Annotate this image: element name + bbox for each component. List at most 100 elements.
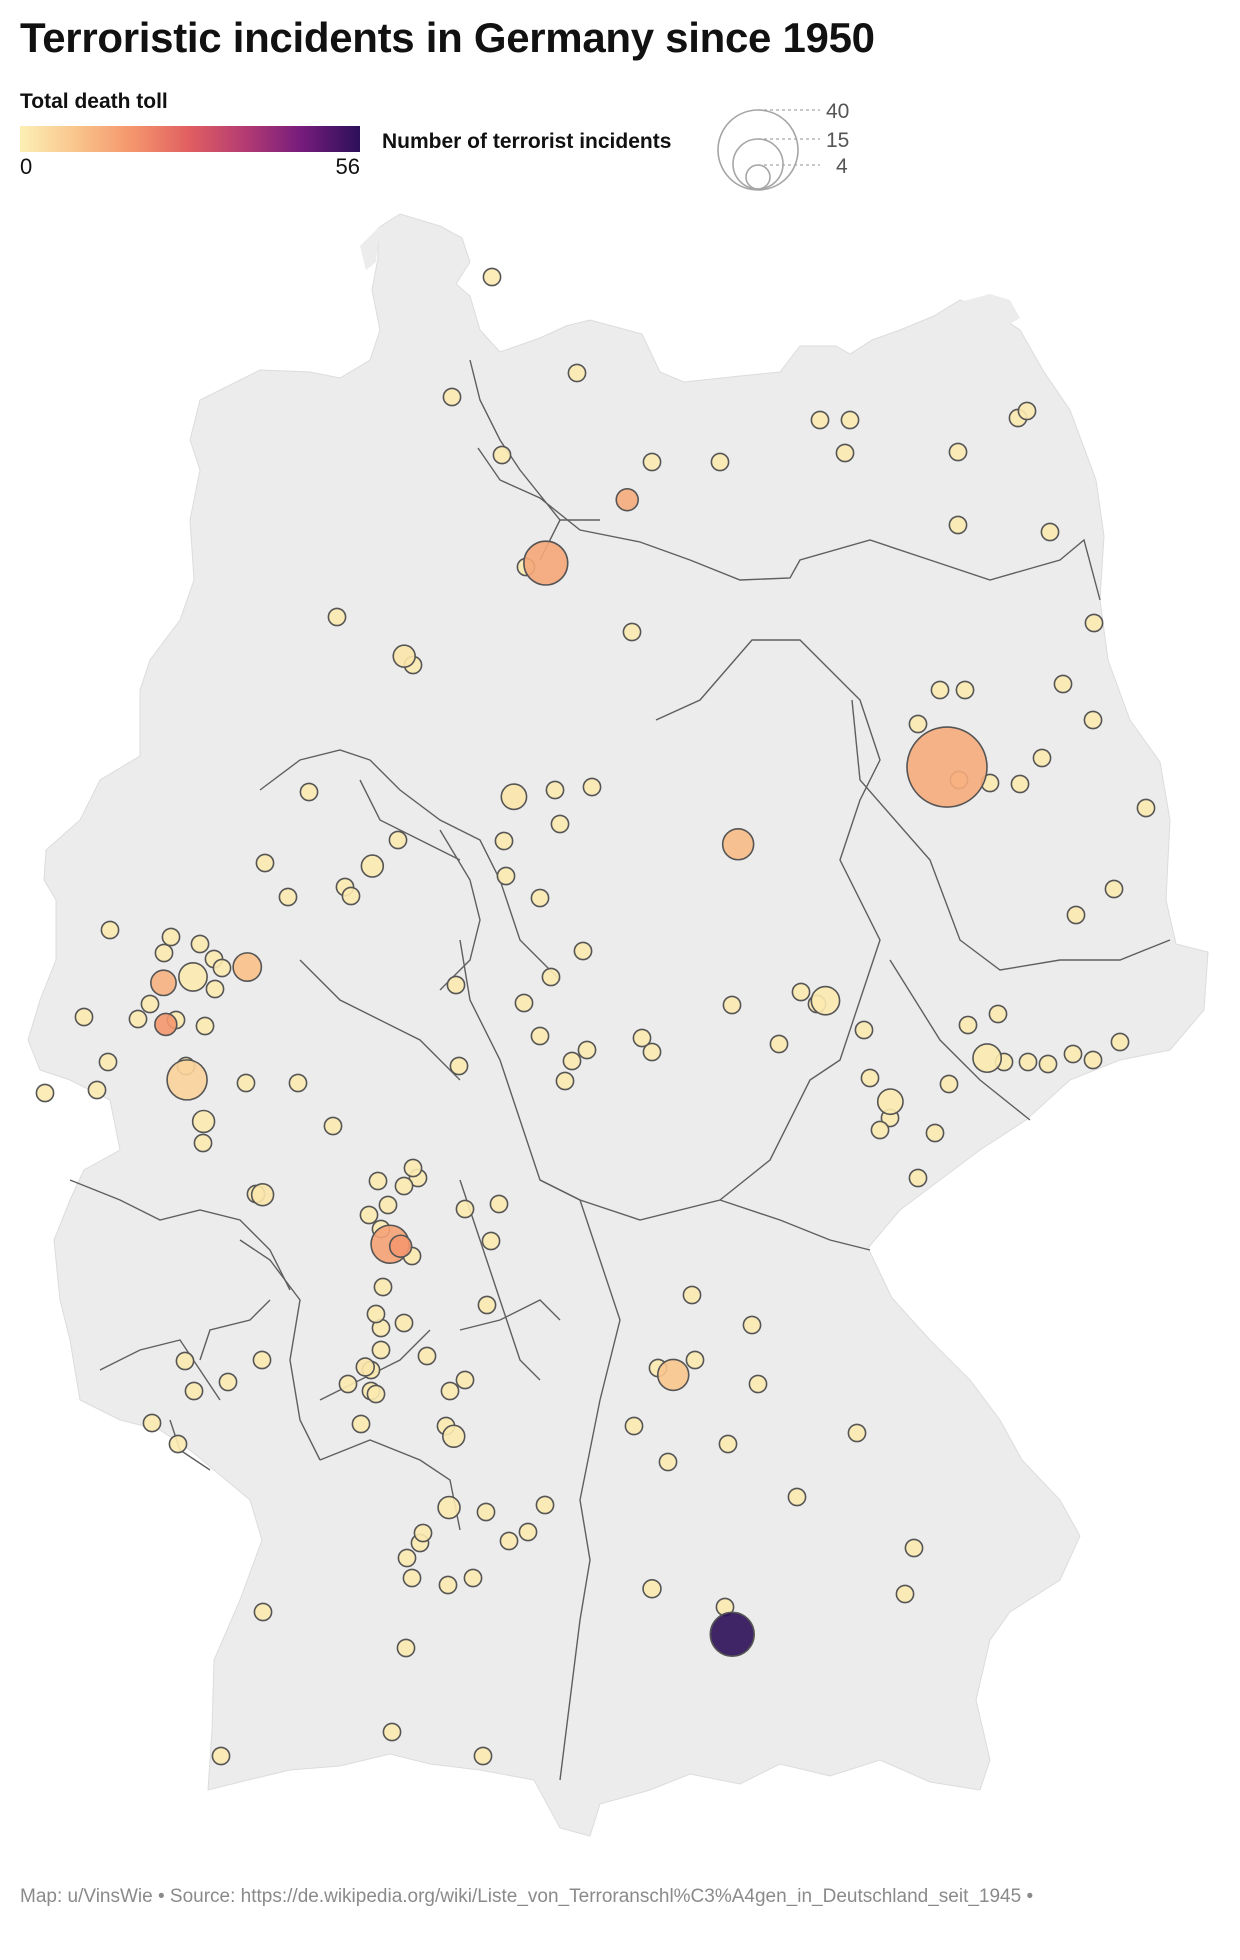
bubble-small [154, 943, 174, 963]
bubble-small [35, 1083, 55, 1103]
state-borders [69, 359, 1171, 1781]
bubble-small [482, 267, 502, 287]
bubble-small [530, 888, 550, 908]
bubble-small [791, 982, 811, 1002]
bubble-small [642, 452, 662, 472]
bubble-small [195, 1016, 215, 1036]
bubble-small [463, 1568, 483, 1588]
bubble-bremen [392, 644, 416, 668]
bubble-small [1032, 748, 1052, 768]
bubble-small [359, 1205, 379, 1225]
bubble-small [288, 1073, 308, 1093]
bubble-small [438, 1575, 458, 1595]
bubble-small [100, 920, 120, 940]
bubble-small [854, 1020, 874, 1040]
bubble-small [1110, 1032, 1130, 1052]
bubble-small [327, 607, 347, 627]
bubble-small [440, 1381, 460, 1401]
bubble-chemnitz [876, 1088, 904, 1116]
bubble-small [847, 1423, 867, 1443]
bubble-small [555, 1071, 575, 1091]
bubble-small [218, 1372, 238, 1392]
bubble-small [1010, 774, 1030, 794]
bubble-small [562, 1051, 582, 1071]
bubble-small [685, 1350, 705, 1370]
bubble-small [622, 622, 642, 642]
bubble-small [930, 680, 950, 700]
bubble-stuttgart [437, 1495, 461, 1520]
bubble-small [958, 1015, 978, 1035]
bubble-small [128, 1009, 148, 1029]
bubble-small [477, 1295, 497, 1315]
bubble-small [1018, 1052, 1038, 1072]
bubble-small [904, 1538, 924, 1558]
color-legend-title: Total death toll [20, 90, 168, 113]
bubble-small [394, 1313, 414, 1333]
bubble-small [1136, 798, 1156, 818]
bubble-small [371, 1340, 391, 1360]
bubble-small [550, 814, 570, 834]
bubble-small [190, 934, 210, 954]
bubble-small [140, 994, 160, 1014]
bubble-d-sseldorf [154, 1012, 178, 1037]
bubble-small [860, 1068, 880, 1088]
page-title: Terroristic incidents in Germany since 1… [20, 14, 875, 61]
color-gradient-bar [20, 126, 360, 152]
bubble-small [366, 1384, 386, 1404]
bubble-small [98, 1052, 118, 1072]
germany-land [27, 213, 1209, 1837]
bubble-small [870, 1120, 890, 1140]
source-footer: Map: u/VinsWie • Source: https://de.wiki… [20, 1886, 1034, 1907]
bubble-small [473, 1746, 493, 1766]
bubble-small [1017, 401, 1037, 421]
bubble-small [378, 1195, 398, 1215]
color-legend: Total death toll 0 56 [20, 90, 360, 179]
bubble-small [368, 1171, 388, 1191]
bubble-small [388, 830, 408, 850]
bubble-small [455, 1370, 475, 1390]
bubble-small [184, 1381, 204, 1401]
bubble-small [535, 1495, 555, 1515]
bubble-mannheim [355, 1357, 376, 1377]
color-legend-labels: 0 56 [20, 152, 360, 179]
bubble-small [582, 777, 602, 797]
size-legend-label-15: 15 [826, 129, 849, 152]
bubble-small [413, 1523, 433, 1543]
bubble-small [787, 1487, 807, 1507]
bubble-m-nchen [709, 1611, 755, 1657]
bubble-small [236, 1073, 256, 1093]
size-legend-title: Number of terrorist incidents [382, 130, 672, 153]
color-legend-min: 0 [20, 154, 33, 179]
bubble-small [341, 886, 361, 906]
bubble-small [948, 515, 968, 535]
bubble-small [632, 1028, 652, 1048]
bubble-heilbronn [442, 1424, 466, 1449]
bubble-n-rnberg [656, 1358, 690, 1392]
bubble-small [1083, 710, 1103, 730]
bubble-bonn [191, 1109, 216, 1134]
bubble-small [718, 1434, 738, 1454]
bubble-small [403, 1158, 423, 1178]
bubble-small [87, 1080, 107, 1100]
bubble-small [658, 1452, 678, 1472]
bubble-small [939, 1074, 959, 1094]
bubble-hannover [500, 783, 528, 811]
bubble-small [748, 1374, 768, 1394]
bubble-small [492, 445, 512, 465]
bubble-small [323, 1116, 343, 1136]
bubble-small [1066, 905, 1086, 925]
bubble-small [212, 958, 232, 978]
bubble-small [1040, 522, 1060, 542]
bubble-small [642, 1042, 662, 1062]
bubble-berlin [906, 726, 988, 808]
bubble-bielefeld [360, 854, 385, 878]
bubble-small [396, 1638, 416, 1658]
bubble-magdeburg [721, 827, 755, 861]
bubble-small [299, 782, 319, 802]
bubble-small [402, 1568, 422, 1588]
bubble-small [366, 1304, 386, 1324]
bubble-small [397, 1548, 417, 1568]
bubble-small [74, 1007, 94, 1027]
color-legend-max: 56 [335, 154, 360, 179]
bubble-small [442, 387, 462, 407]
